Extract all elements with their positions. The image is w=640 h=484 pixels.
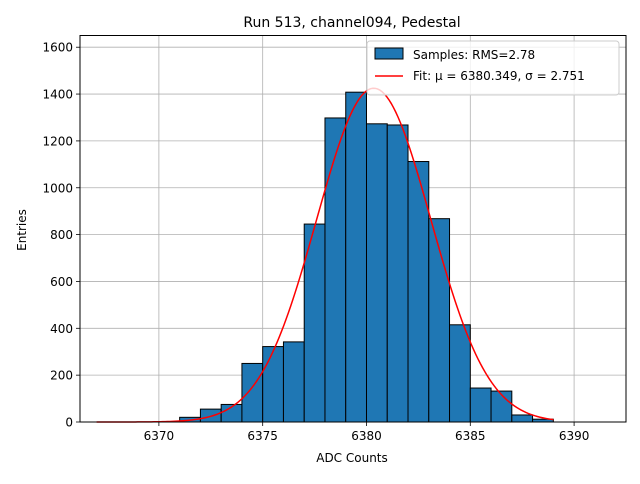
x-tick-label: 6370 [144,429,175,443]
histogram-bar [282,341,305,423]
histogram-bar [345,91,367,423]
x-tick-label: 6390 [559,429,590,443]
histogram-bar [241,362,264,423]
ticks-layer: 6370 6375 6380 6385 6390 0 200 400 600 800 1000 120… [42,41,589,443]
y-tick-label: 1400 [42,88,73,102]
histogram-bar [469,387,492,423]
x-tick-label: 6375 [247,429,278,443]
x-tick-label: 6385 [455,429,486,443]
legend-histogram-swatch [374,47,404,60]
histogram-bar [511,414,534,423]
y-tick-label: 800 [50,228,73,242]
legend: Samples: RMS=2.78 Fit: μ = 6380.349, σ =… [366,40,620,96]
y-tick-label: 400 [50,322,73,336]
y-tick-label: 0 [65,416,73,430]
y-tick-label: 1200 [42,134,73,148]
legend-fit-sep: , [518,69,526,83]
x-axis-label: ADC Counts [316,451,388,465]
legend-histogram-label: Samples: RMS=2.78 [413,48,535,62]
x-tick-label: 6380 [351,429,382,443]
y-tick-label: 1600 [42,41,73,55]
fit-curve [96,87,554,423]
histogram-bar [262,346,284,423]
y-tick-label: 1000 [42,181,73,195]
histogram-bar [449,324,471,423]
histogram-bar [324,117,347,423]
histogram-bar [490,390,513,423]
legend-fit-mu: μ = 6380.349 [435,69,518,83]
plot-frame [79,35,627,423]
bars-layer [179,91,554,423]
histogram-bar [365,123,388,423]
legend-fit-label: Fit: μ = 6380.349, σ = 2.751 [413,69,585,83]
histogram-bar [386,124,409,423]
y-tick-label: 200 [50,369,73,383]
legend-box [366,40,620,96]
y-tick-label: 600 [50,275,73,289]
fit-layer [96,87,554,423]
y-axis-label: Entries [15,209,29,251]
legend-fit-sigma: σ = 2.751 [525,69,585,83]
chart-title: Run 513, channel094, Pedestal [243,15,460,31]
legend-fit-prefix: Fit: [413,69,435,83]
